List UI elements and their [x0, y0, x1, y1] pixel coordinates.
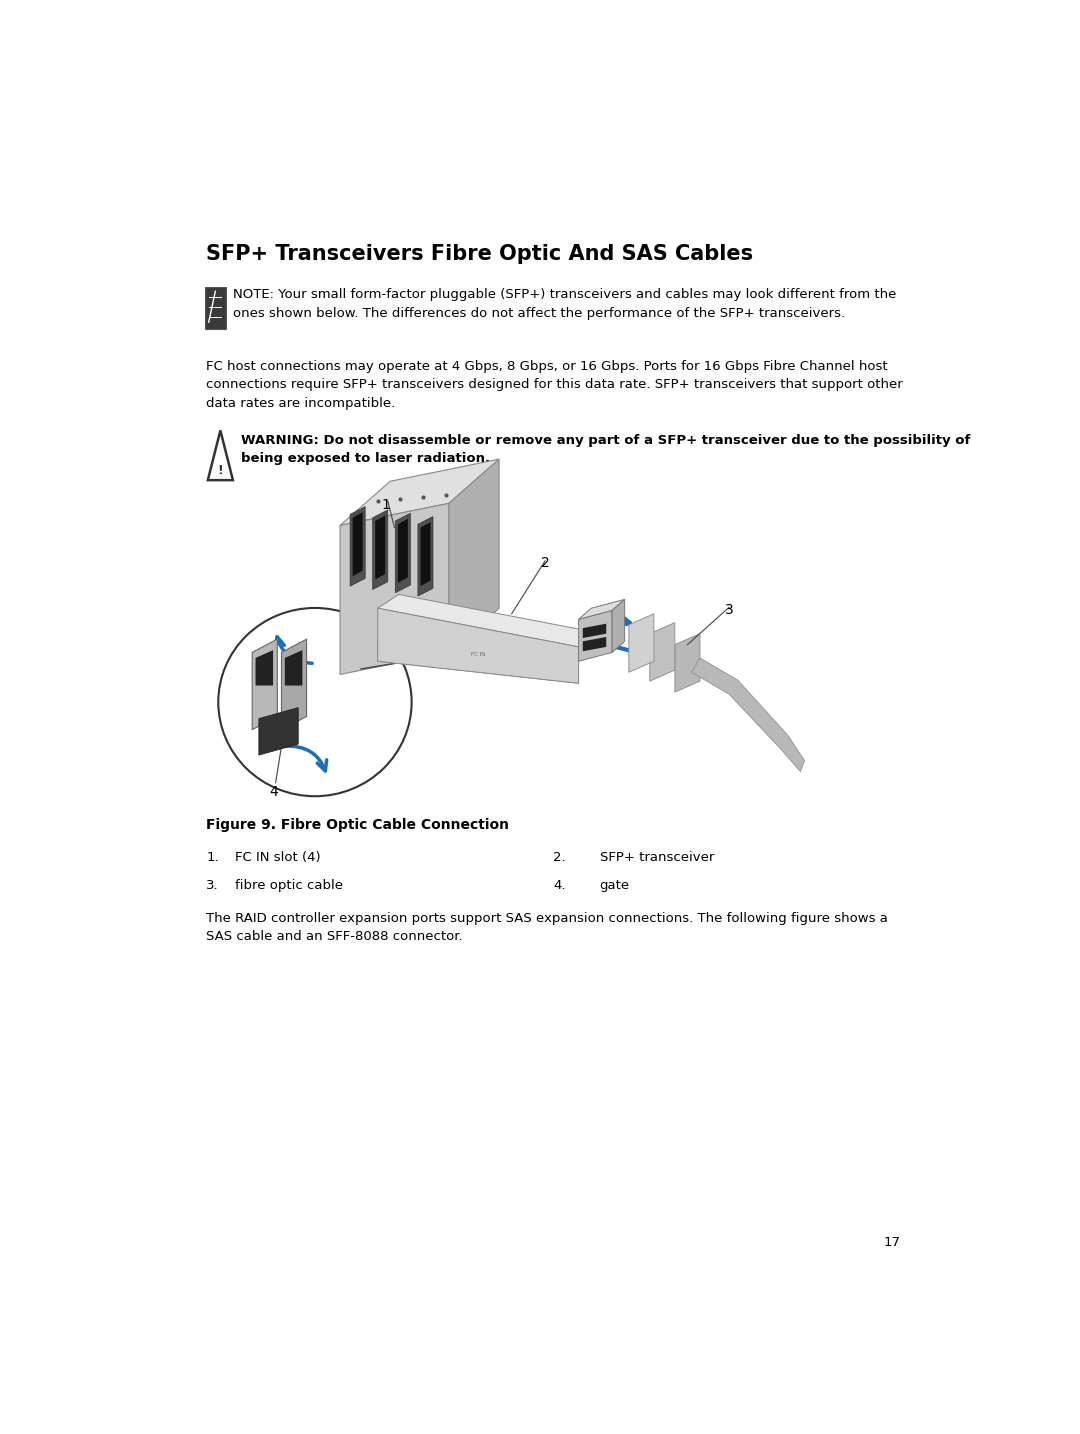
Polygon shape — [340, 503, 449, 674]
Polygon shape — [583, 624, 606, 638]
Text: FC host connections may operate at 4 Gbps, 8 Gbps, or 16 Gbps. Ports for 16 Gbps: FC host connections may operate at 4 Gbp… — [206, 360, 903, 410]
Polygon shape — [579, 599, 624, 619]
Polygon shape — [378, 608, 579, 684]
Polygon shape — [691, 658, 805, 771]
Text: !: ! — [217, 463, 224, 476]
Polygon shape — [352, 512, 363, 576]
Text: 1.: 1. — [206, 852, 219, 865]
Text: 2: 2 — [541, 556, 550, 571]
Text: WARNING: Do not disassemble or remove any part of a SFP+ transceiver due to the : WARNING: Do not disassemble or remove an… — [241, 433, 971, 465]
Text: FC IN slot (4): FC IN slot (4) — [235, 852, 321, 865]
Text: Figure 9. Fibre Optic Cable Connection: Figure 9. Fibre Optic Cable Connection — [206, 817, 509, 832]
Polygon shape — [579, 611, 612, 661]
Text: 17: 17 — [883, 1236, 901, 1249]
Polygon shape — [285, 650, 302, 685]
FancyBboxPatch shape — [205, 287, 226, 328]
Polygon shape — [378, 595, 599, 647]
Polygon shape — [583, 637, 606, 651]
Text: 4: 4 — [269, 784, 278, 799]
Polygon shape — [253, 640, 278, 730]
Polygon shape — [397, 519, 408, 582]
Text: 2.: 2. — [554, 852, 566, 865]
Text: gate: gate — [599, 879, 630, 892]
Polygon shape — [629, 614, 653, 673]
Text: NOTE: Your small form-factor pluggable (SFP+) transceivers and cables may look d: NOTE: Your small form-factor pluggable (… — [233, 288, 896, 320]
Text: SFP+ Transceivers Fibre Optic And SAS Cables: SFP+ Transceivers Fibre Optic And SAS Ca… — [206, 244, 753, 264]
Ellipse shape — [218, 608, 411, 796]
Polygon shape — [650, 622, 675, 681]
Polygon shape — [207, 430, 233, 480]
Polygon shape — [612, 599, 624, 652]
Polygon shape — [256, 650, 273, 685]
Text: 3.: 3. — [206, 879, 219, 892]
Polygon shape — [340, 459, 499, 525]
Text: SFP+ transceiver: SFP+ transceiver — [599, 852, 714, 865]
Text: 1: 1 — [382, 498, 391, 512]
Polygon shape — [259, 707, 298, 756]
Polygon shape — [375, 515, 386, 579]
Polygon shape — [282, 640, 307, 730]
Polygon shape — [675, 634, 700, 693]
Polygon shape — [395, 513, 410, 592]
Polygon shape — [420, 522, 431, 587]
Text: 4.: 4. — [554, 879, 566, 892]
Polygon shape — [449, 459, 499, 652]
Polygon shape — [373, 511, 388, 589]
Polygon shape — [418, 516, 433, 597]
Text: 3: 3 — [725, 602, 733, 617]
Polygon shape — [378, 641, 579, 684]
Text: The RAID controller expansion ports support SAS expansion connections. The follo: The RAID controller expansion ports supp… — [206, 912, 888, 944]
Text: fibre optic cable: fibre optic cable — [235, 879, 343, 892]
Polygon shape — [350, 506, 365, 587]
Text: FC IN: FC IN — [471, 652, 485, 657]
